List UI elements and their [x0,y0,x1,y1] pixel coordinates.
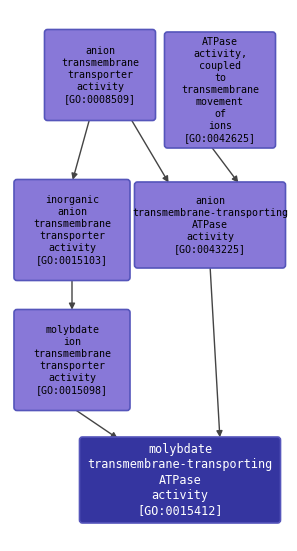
Text: anion
transmembrane
transporter
activity
[GO:0008509]: anion transmembrane transporter activity… [61,46,139,104]
Text: inorganic
anion
transmembrane
transporter
activity
[GO:0015103]: inorganic anion transmembrane transporte… [33,195,111,265]
FancyBboxPatch shape [14,180,130,280]
FancyBboxPatch shape [135,182,285,268]
FancyBboxPatch shape [45,30,156,121]
Text: molybdate
transmembrane-transporting
ATPase
activity
[GO:0015412]: molybdate transmembrane-transporting ATP… [87,442,273,517]
Text: anion
transmembrane-transporting
ATPase
activity
[GO:0043225]: anion transmembrane-transporting ATPase … [132,196,288,254]
FancyBboxPatch shape [165,32,276,148]
Text: ATPase
activity,
coupled
to
transmembrane
movement
of
ions
[GO:0042625]: ATPase activity, coupled to transmembran… [181,37,259,143]
Text: molybdate
ion
transmembrane
transporter
activity
[GO:0015098]: molybdate ion transmembrane transporter … [33,325,111,395]
FancyBboxPatch shape [80,437,280,523]
FancyBboxPatch shape [14,310,130,410]
